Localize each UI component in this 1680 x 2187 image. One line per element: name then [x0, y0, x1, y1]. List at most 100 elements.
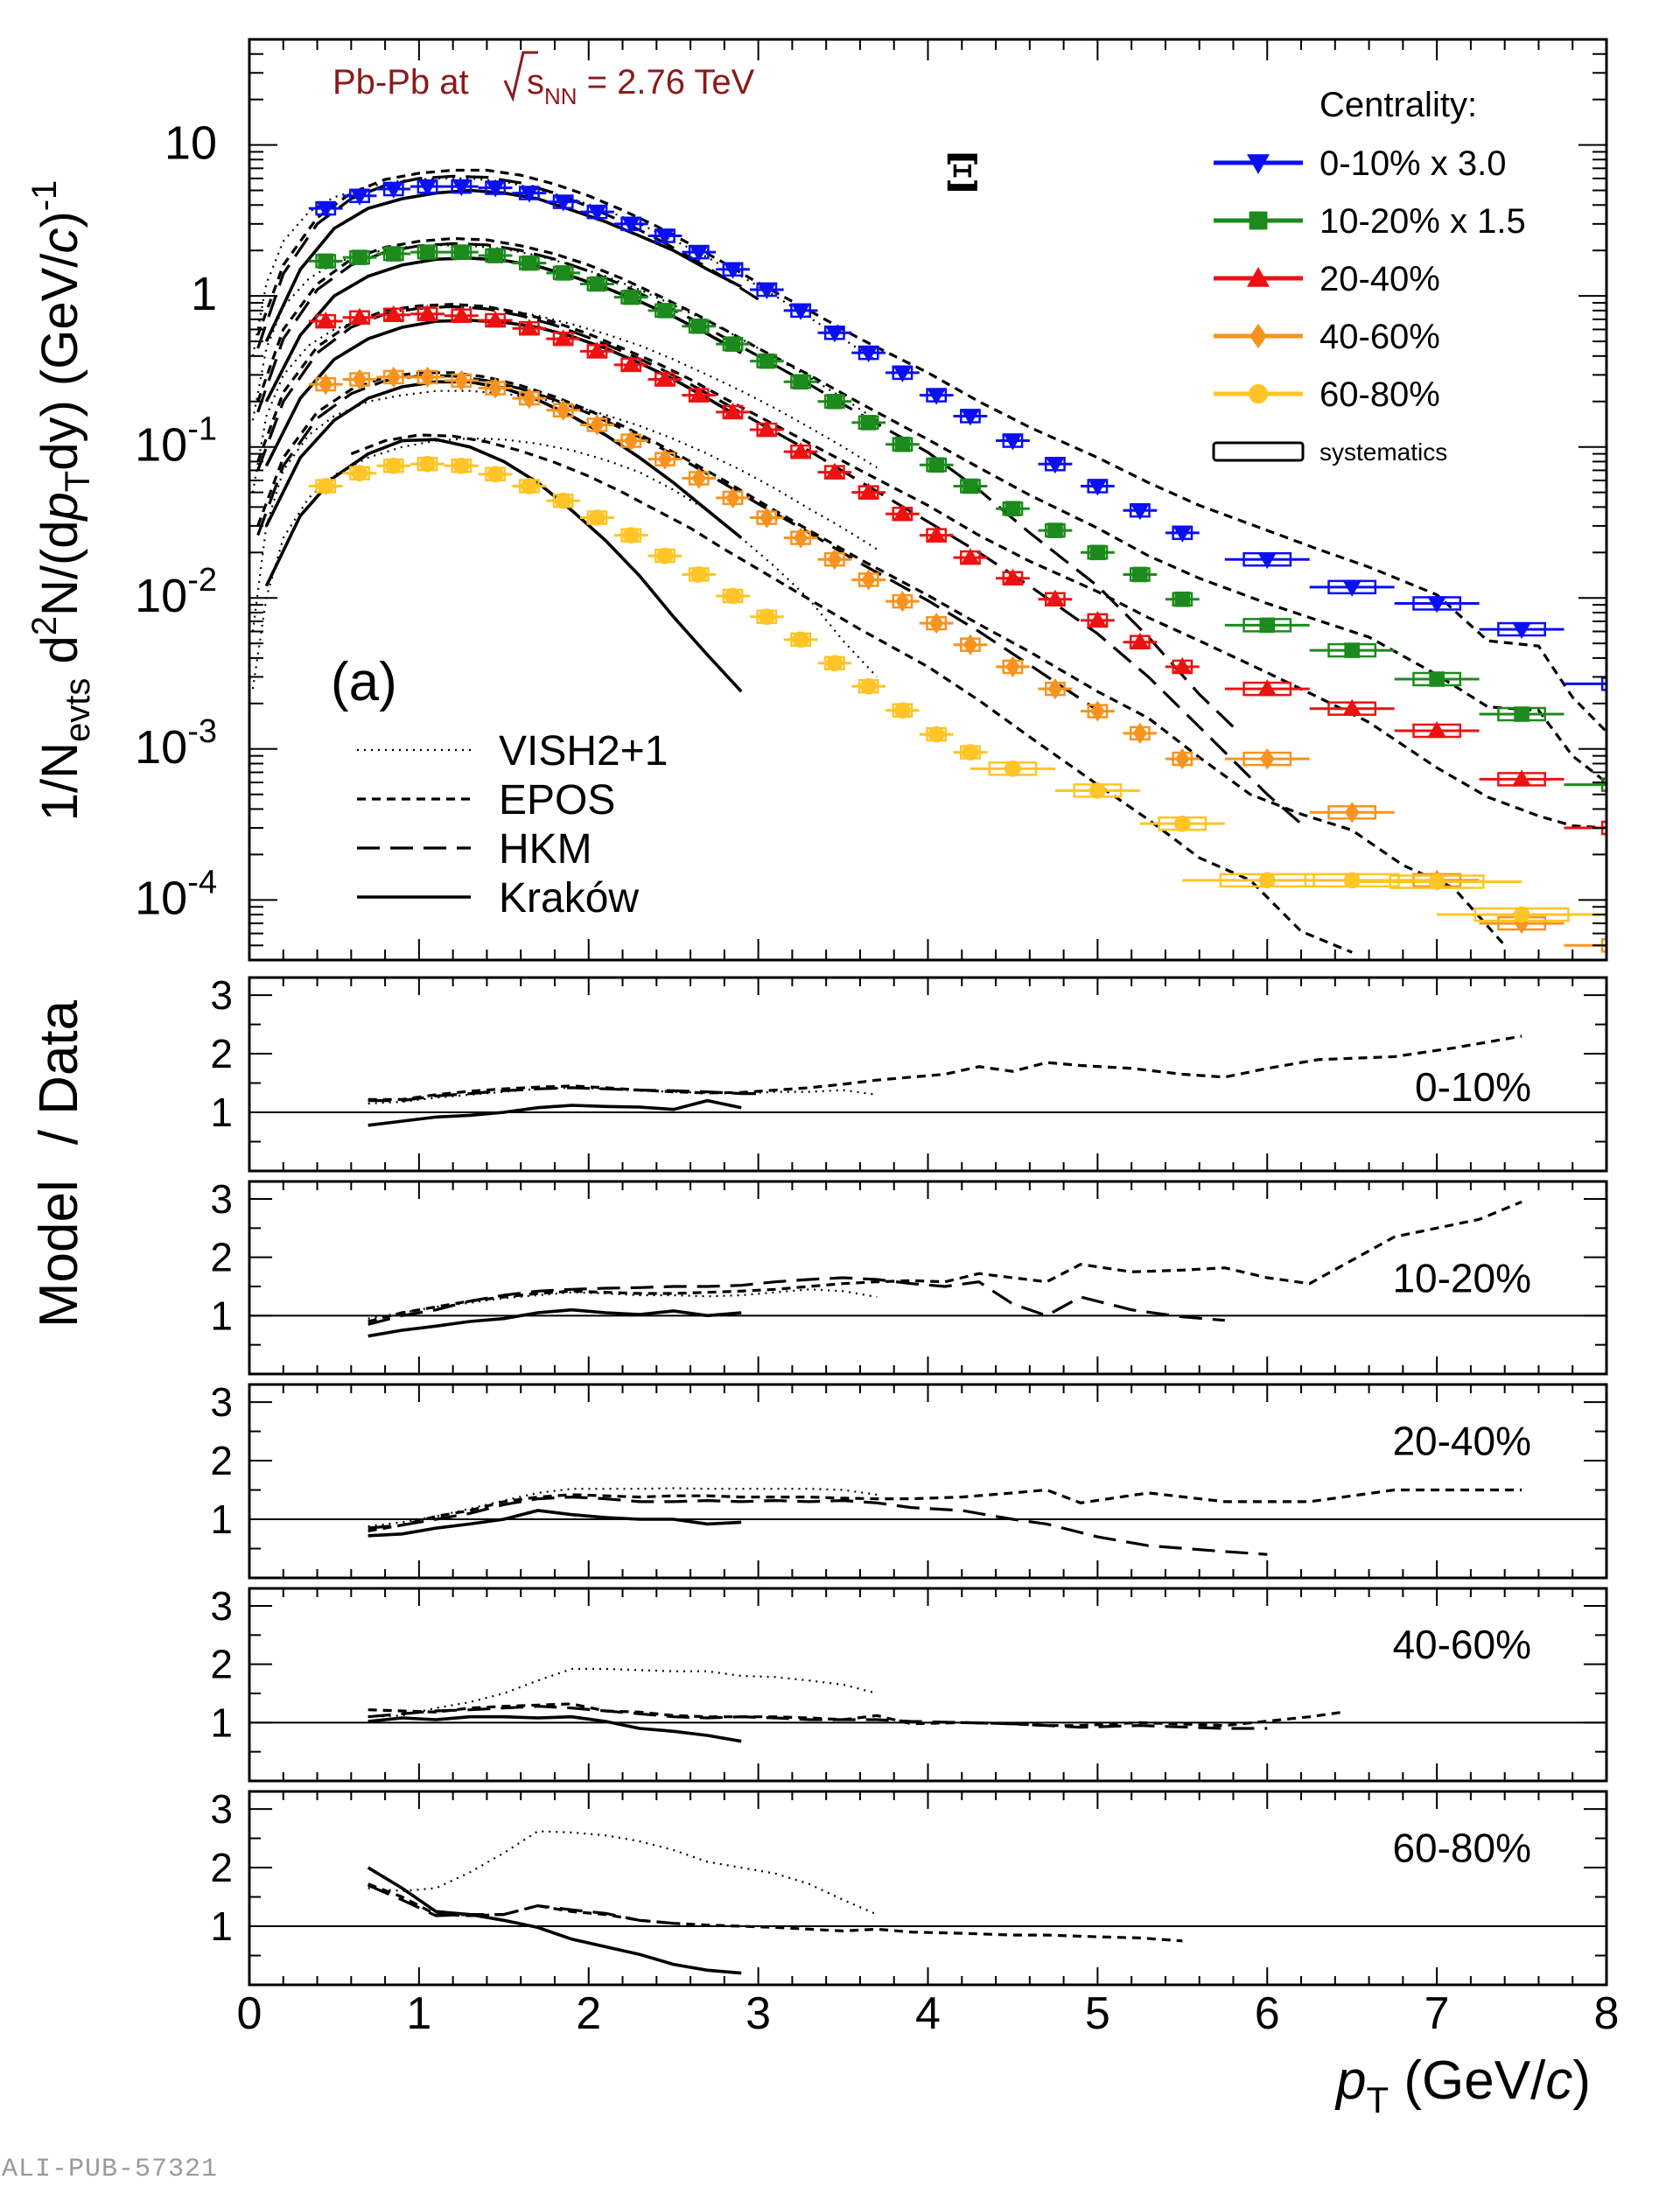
data-point [512, 387, 547, 410]
data-point [546, 329, 581, 347]
data-point [376, 246, 411, 262]
data-point [342, 188, 377, 206]
marker-triangle-up [1512, 769, 1532, 787]
data-point [749, 420, 784, 438]
legend-marker-triangle-up [1247, 267, 1270, 287]
legend-label: 0-10% x 3.0 [1320, 144, 1506, 183]
x-tick-label: 5 [1085, 1988, 1110, 2039]
marker-triangle-down [519, 186, 539, 203]
data-point [444, 244, 479, 260]
data-point [1479, 621, 1564, 640]
marker-circle [758, 608, 775, 626]
ratio-curve-epos [368, 1488, 1522, 1532]
x-tick-label: 1 [406, 1988, 431, 2039]
marker-square [1174, 591, 1191, 607]
x-tick-labels: 0 1 2 3 4 5 6 7 8 [237, 1988, 1620, 2039]
marker-triangle-down [654, 228, 675, 246]
model-curve-vish2-1-1 [251, 243, 878, 422]
marker-diamond [962, 634, 978, 655]
data-point [851, 569, 886, 591]
data-point [716, 262, 750, 279]
spectra-x-ticks [248, 39, 1607, 960]
data-point [546, 492, 581, 509]
data-point [886, 436, 920, 452]
marker-diamond [895, 590, 910, 613]
marker-triangle-up [1088, 610, 1108, 628]
marker-triangle-down [757, 282, 777, 300]
data-point [1123, 502, 1158, 521]
ratio-curves [249, 1667, 1606, 1743]
ratio-curves [249, 1487, 1606, 1556]
data-point [648, 547, 682, 564]
data-point [580, 276, 614, 292]
data-point [376, 457, 411, 474]
ratio-curve-epos [368, 1034, 1522, 1101]
data-point [886, 365, 920, 382]
marker-square [385, 246, 402, 262]
y-tick-label: 1 [191, 268, 217, 320]
marker-triangle-down [1172, 525, 1193, 543]
data-point [1038, 589, 1073, 607]
marker-triangle-up [654, 369, 675, 387]
marker-square [962, 478, 978, 494]
marker-diamond [928, 613, 944, 634]
data-point [1123, 632, 1158, 649]
legend-marker-diamond [1250, 323, 1267, 349]
data-point [716, 487, 750, 508]
data-point [1165, 591, 1200, 607]
marker-triangle-up [1003, 568, 1023, 586]
legend-systematics-box [1212, 441, 1305, 462]
data-point [716, 587, 750, 605]
data-point [749, 282, 784, 300]
marker-triangle-down [417, 179, 438, 197]
data-point [1394, 720, 1480, 739]
data-point [851, 482, 886, 500]
data-point [648, 228, 682, 246]
marker-square [487, 248, 503, 263]
data-point [1224, 551, 1310, 570]
data-point [1394, 596, 1480, 613]
legend-label: 60-80% [1320, 375, 1440, 414]
marker-triangle-up [350, 307, 370, 326]
data-point [512, 255, 547, 271]
marker-square [318, 253, 334, 270]
data-point [817, 462, 852, 480]
ratio-curve-krak-w [368, 1307, 742, 1338]
ratio-y-tick-label: 3 [210, 1176, 233, 1222]
data-point [1165, 747, 1200, 770]
data-point [342, 307, 377, 326]
marker-circle [452, 457, 470, 474]
ratio-y-tick-label: 3 [210, 1583, 233, 1629]
data-point [613, 354, 648, 373]
ratio-curve-krak-w [368, 1714, 742, 1743]
data-point [1080, 479, 1115, 496]
ratio-y-tick-label: 3 [210, 1786, 233, 1832]
marker-circle [486, 466, 504, 483]
data-point [817, 393, 852, 410]
marker-square [1259, 617, 1276, 634]
marker-diamond [623, 430, 639, 452]
marker-triangle-up [791, 442, 811, 459]
data-point [1352, 873, 1522, 890]
data-point [1224, 679, 1310, 697]
model-curve-hkm-0 [256, 174, 760, 349]
marker-square [419, 244, 436, 260]
ratio-curve-hkm [368, 1883, 674, 1925]
data-point [749, 608, 784, 626]
data-point [886, 590, 920, 613]
data-point [410, 455, 444, 473]
x-tick-label: 2 [576, 1988, 601, 2039]
marker-square [1004, 501, 1021, 517]
marker-triangle-up [1172, 656, 1193, 675]
data-point [851, 677, 886, 695]
legend-marker-circle [1248, 383, 1269, 404]
marker-circle [724, 587, 741, 605]
ratio-y-tick-label: 1 [210, 1700, 233, 1745]
spectra-panel: 10 1 10-1 10-2 10-3 10-4 1/Nevts d2N/(dpTdy) … [25, 38, 1608, 962]
centrality-label: 20-40% [1392, 1418, 1531, 1463]
marker-circle [826, 655, 844, 672]
series-1 [308, 244, 1606, 792]
series-4 [308, 455, 1606, 923]
data-point [716, 402, 750, 420]
